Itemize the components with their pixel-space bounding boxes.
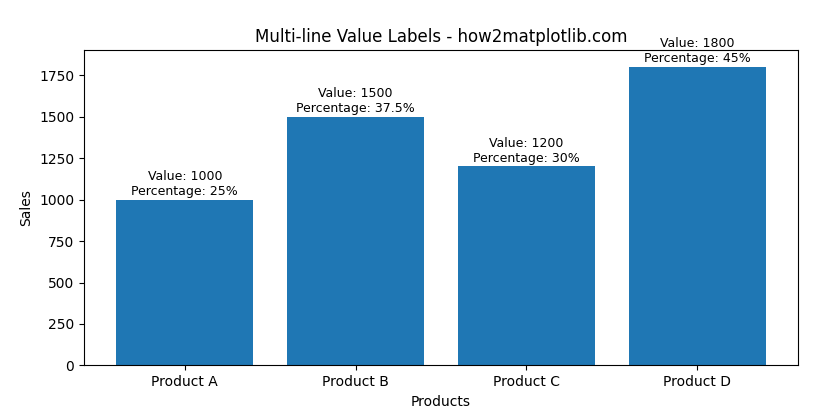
- Bar: [458, 166, 595, 365]
- Y-axis label: Sales: Sales: [19, 189, 34, 226]
- Text: Value: 1200
Percentage: 30%: Value: 1200 Percentage: 30%: [473, 137, 580, 165]
- Text: Value: 1500
Percentage: 37.5%: Value: 1500 Percentage: 37.5%: [297, 87, 415, 115]
- Bar: [629, 67, 765, 365]
- Bar: [287, 117, 424, 365]
- Text: Value: 1000
Percentage: 25%: Value: 1000 Percentage: 25%: [131, 170, 239, 198]
- X-axis label: Products: Products: [411, 395, 471, 409]
- Bar: [117, 200, 253, 365]
- Title: Multi-line Value Labels - how2matplotlib.com: Multi-line Value Labels - how2matplotlib…: [255, 28, 627, 46]
- Text: Value: 1800
Percentage: 45%: Value: 1800 Percentage: 45%: [643, 37, 751, 66]
